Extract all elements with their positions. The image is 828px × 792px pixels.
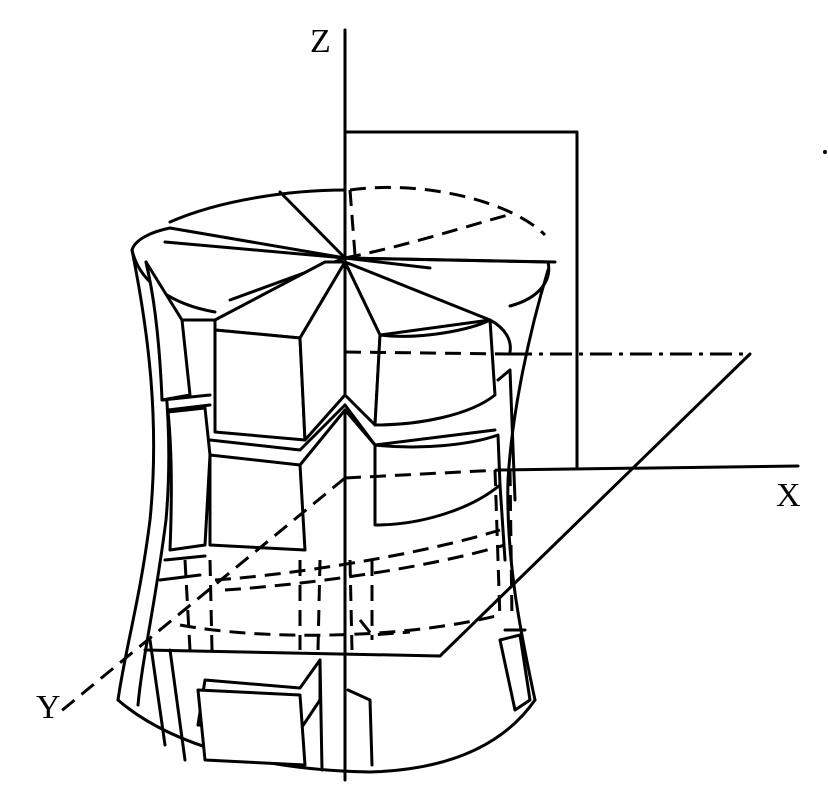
bottom-tier-blocks: [148, 628, 532, 767]
y-axis-label: Y: [36, 689, 61, 726]
x-axis-label: X: [776, 477, 801, 514]
middle-tier-blocks: [208, 368, 517, 562]
central-slit: [298, 408, 377, 782]
z-axis: Z: [310, 23, 347, 264]
speck: [823, 150, 827, 154]
hidden-contours: [179, 185, 547, 651]
z-axis-label: Z: [310, 23, 331, 60]
top-disc: [130, 188, 551, 314]
vertical-reference-plane: [343, 130, 579, 470]
front-upper-blocks: [213, 260, 512, 442]
horizontal-reference-plane: [143, 350, 752, 658]
x-axis: X: [344, 464, 801, 514]
y-axis: Y: [36, 476, 346, 726]
left-wall-segments: [144, 260, 217, 582]
